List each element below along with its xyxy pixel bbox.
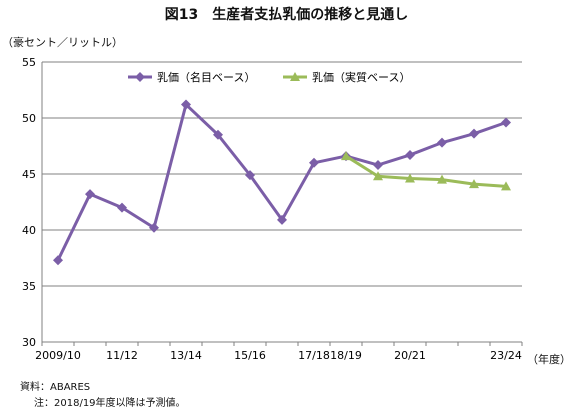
data-point-diamond: [277, 214, 287, 225]
legend-marker: [290, 72, 300, 81]
y-axis-unit-label: （豪セント／リットル）: [2, 36, 123, 49]
forecast-note: 注：2018/19年度以降は予測値。: [34, 398, 186, 409]
x-tick-label: 13/14: [170, 349, 202, 362]
data-point-diamond: [149, 222, 159, 233]
data-point-diamond: [181, 99, 191, 110]
legend-label: 乳価（名目ベース）: [157, 70, 255, 84]
data-point-triangle: [469, 179, 479, 189]
data-point-diamond: [501, 117, 511, 128]
x-tick-label: 11/12: [106, 349, 138, 362]
y-tick-label: 30: [22, 336, 36, 349]
data-point-diamond: [117, 202, 127, 213]
legend-marker: [135, 72, 145, 82]
data-point-triangle: [341, 151, 351, 161]
chart-notes: 資料：ABARES 注：2018/19年度以降は予測値。: [20, 380, 186, 412]
data-point-triangle: [373, 171, 383, 181]
series-line-2: [345, 154, 507, 188]
data-point-diamond: [53, 255, 63, 266]
data-point-diamond: [309, 157, 319, 168]
y-tick-label: 40: [22, 224, 36, 237]
y-tick-label: 35: [22, 280, 36, 293]
data-point-triangle: [501, 181, 511, 191]
y-tick-label: 45: [22, 168, 36, 181]
data-point-diamond: [213, 129, 223, 140]
data-point-diamond: [245, 170, 255, 181]
data-point-diamond: [437, 137, 447, 148]
x-tick-label: 17/18: [298, 349, 330, 362]
legend-label: 乳価（実質ベース）: [312, 70, 410, 84]
data-point-triangle: [405, 173, 415, 183]
x-tick-label: 2009/10: [35, 349, 81, 362]
data-point-diamond: [469, 128, 479, 139]
data-point-diamond: [85, 189, 95, 200]
y-tick-label: 50: [22, 112, 36, 125]
data-point-diamond: [405, 149, 415, 160]
source-note: 資料：ABARES: [20, 382, 91, 393]
x-tick-label: 15/16: [234, 349, 266, 362]
chart-title: 図13 生産者支払乳価の推移と見通し: [164, 7, 409, 23]
x-tick-label: 18/19: [330, 349, 362, 362]
x-axis-unit-label: （年度）: [527, 353, 571, 366]
data-point-diamond: [373, 160, 383, 171]
x-tick-label: 20/21: [394, 349, 426, 362]
y-tick-label: 55: [22, 56, 36, 69]
x-tick-label: 23/24: [490, 349, 522, 362]
data-point-triangle: [437, 174, 447, 184]
